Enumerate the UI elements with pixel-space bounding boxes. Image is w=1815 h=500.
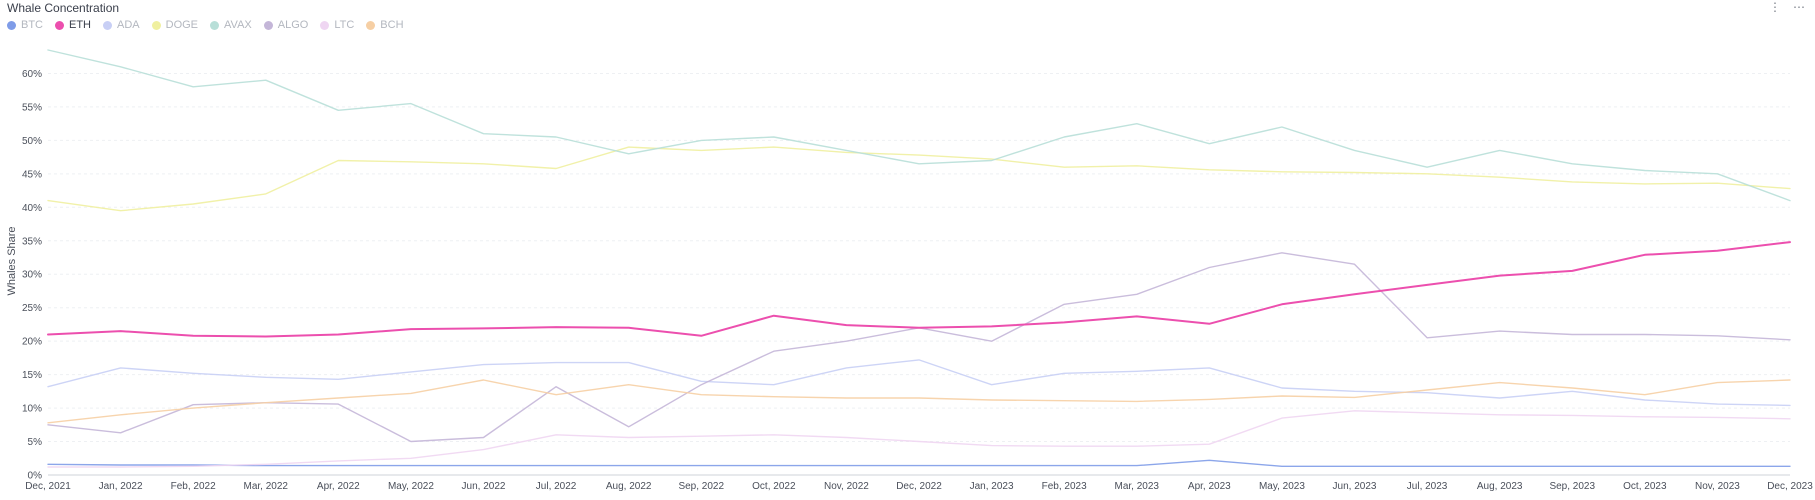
legend-label: LTC	[334, 19, 355, 31]
legend-dot	[103, 20, 112, 30]
legend-dot	[366, 20, 376, 30]
legend-label: BCH	[380, 19, 404, 31]
info-icon[interactable]: ⋮	[1769, 0, 1781, 14]
x-tick-label: Dec, 2021	[25, 481, 71, 492]
legend-item-ada[interactable]: ADA	[103, 19, 140, 31]
x-tick-label: Apr, 2022	[317, 481, 360, 492]
x-tick-label: Oct, 2022	[752, 481, 796, 492]
series-line-btc[interactable]	[47, 459, 1791, 467]
legend-label: BTC	[21, 19, 43, 31]
y-tick-label: 50%	[22, 136, 42, 147]
legend-label: DOGE	[165, 19, 199, 31]
legend-item-ltc[interactable]: LTC	[320, 19, 354, 31]
legend-dot	[55, 20, 64, 30]
x-tick-label: Sep, 2023	[1549, 481, 1595, 492]
y-tick-label: 15%	[22, 370, 42, 381]
x-tick-label: May, 2022	[388, 481, 434, 492]
y-tick-label: 35%	[22, 236, 42, 247]
x-tick-label: Jan, 2022	[99, 481, 143, 492]
legend-dot	[320, 20, 330, 30]
series-line-avax[interactable]	[47, 49, 1791, 202]
y-tick-label: 20%	[22, 337, 42, 348]
y-tick-label: 0%	[28, 471, 43, 482]
chart-menu: ⋮ ⋯	[1769, 0, 1805, 14]
legend-dot	[7, 20, 16, 30]
series-line-ada[interactable]	[47, 359, 1791, 407]
y-tick-label: 45%	[22, 169, 42, 180]
x-tick-label: Jul, 2023	[1407, 481, 1448, 492]
y-tick-label: 60%	[22, 69, 42, 80]
chart-title: Whale Concentration	[7, 1, 120, 15]
series-line-ltc[interactable]	[47, 410, 1791, 468]
x-tick-label: Aug, 2023	[1477, 481, 1523, 492]
y-tick-label: 10%	[22, 404, 42, 415]
x-tick-label: Apr, 2023	[1188, 481, 1231, 492]
series-line-algo[interactable]	[47, 252, 1791, 443]
x-tick-label: Jul, 2022	[536, 481, 577, 492]
legend-item-avax[interactable]: AVAX	[210, 19, 252, 31]
legend-item-algo[interactable]: ALGO	[263, 19, 309, 31]
y-tick-label: 25%	[22, 303, 42, 314]
series-line-bch[interactable]	[47, 379, 1791, 424]
x-tick-label: Jun, 2022	[462, 481, 506, 492]
y-tick-label: 40%	[22, 203, 42, 214]
x-tick-label: Feb, 2022	[171, 481, 216, 492]
x-tick-label: Sep, 2022	[678, 481, 724, 492]
legend-label: ETH	[69, 19, 91, 31]
legend-dot	[210, 20, 220, 30]
y-tick-label: 30%	[22, 270, 42, 281]
legend-item-bch[interactable]: BCH	[366, 19, 404, 31]
y-tick-label: 55%	[22, 102, 42, 113]
more-icon[interactable]: ⋯	[1793, 0, 1805, 14]
x-tick-label: Dec, 2022	[896, 481, 942, 492]
x-tick-label: Jun, 2023	[1333, 481, 1377, 492]
x-tick-label: Oct, 2023	[1623, 481, 1667, 492]
legend-label: ALGO	[277, 19, 309, 31]
legend-item-doge[interactable]: DOGE	[151, 19, 199, 31]
x-tick-label: Nov, 2023	[1695, 481, 1740, 492]
legend-label: AVAX	[224, 19, 252, 31]
series-line-doge[interactable]	[47, 146, 1791, 212]
x-tick-label: Nov, 2022	[824, 481, 869, 492]
y-tick-label: 5%	[28, 437, 43, 448]
legend-dot	[263, 20, 273, 30]
x-tick-label: Feb, 2023	[1042, 481, 1087, 492]
legend-label: ADA	[117, 19, 140, 31]
chart-legend: BTC ETH ADA DOGE AVAX ALGO LTC BCH	[7, 19, 404, 31]
x-tick-label: Mar, 2022	[244, 481, 289, 492]
x-tick-label: Dec, 2023	[1767, 481, 1813, 492]
x-tick-label: Mar, 2023	[1115, 481, 1160, 492]
x-tick-label: Jan, 2023	[970, 481, 1014, 492]
series-line-eth[interactable]	[47, 241, 1791, 338]
x-tick-label: Aug, 2022	[606, 481, 652, 492]
legend-dot	[151, 20, 161, 30]
legend-item-btc[interactable]: BTC	[7, 19, 43, 31]
x-tick-label: May, 2023	[1259, 481, 1305, 492]
legend-item-eth[interactable]: ETH	[55, 19, 91, 31]
